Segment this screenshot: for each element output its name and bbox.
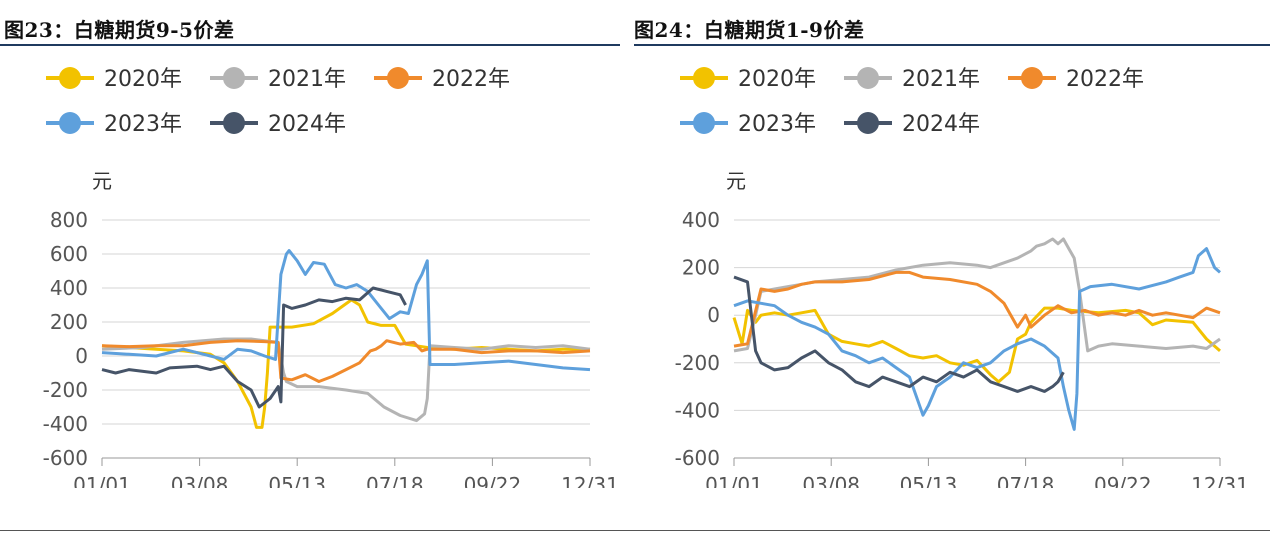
legend-marker <box>387 67 409 89</box>
y-tick-label: -600 <box>675 446 720 470</box>
series-line-2020年 <box>101 298 590 429</box>
y-tick-label: -200 <box>43 378 88 402</box>
y-tick-label: 200 <box>682 256 720 280</box>
legend-marker <box>223 112 245 134</box>
y-axis-unit: 元 <box>92 169 112 193</box>
legend-marker <box>59 67 81 89</box>
series-line-2021年 <box>101 337 591 423</box>
legend-marker <box>59 112 81 134</box>
y-tick-label: 0 <box>707 303 720 327</box>
legend-label: 2022年 <box>1066 67 1144 92</box>
series-line-2024年 <box>101 286 407 409</box>
legend-label: 2023年 <box>738 112 816 137</box>
y-tick-label: 800 <box>50 208 88 232</box>
series-line-2022年 <box>101 339 591 383</box>
bottom-rule <box>0 530 1270 531</box>
x-tick-label: 03/08 <box>802 473 860 488</box>
legend-item: 2023年 <box>46 112 182 137</box>
legend-label: 2024年 <box>902 112 980 137</box>
y-tick-label: 200 <box>50 310 88 334</box>
x-tick-label: 05/13 <box>900 473 958 488</box>
series-line-2023年 <box>101 249 591 372</box>
y-tick-label: 600 <box>50 242 88 266</box>
legend-label: 2024年 <box>268 112 346 137</box>
series-line-2023年 <box>733 247 1221 431</box>
legend-marker <box>1021 67 1043 89</box>
legend-item: 2021年 <box>844 67 980 92</box>
legend-marker <box>223 67 245 89</box>
x-tick-label: 07/18 <box>997 473 1055 488</box>
legend-marker <box>693 67 715 89</box>
x-tick-label: 09/22 <box>464 473 522 488</box>
y-axis-unit: 元 <box>726 169 746 193</box>
x-tick-label: 07/18 <box>366 473 424 488</box>
figure-title-1: 图23：白糖期货9-5价差 <box>4 18 235 42</box>
legend-item: 2020年 <box>680 67 816 92</box>
y-tick-label: 0 <box>75 344 88 368</box>
x-tick-label: 12/31 <box>561 473 619 488</box>
y-tick-label: -600 <box>43 446 88 470</box>
x-tick-label: 01/01 <box>73 473 131 488</box>
legend-marker <box>693 112 715 134</box>
x-tick-label: 09/22 <box>1094 473 1152 488</box>
y-tick-label: -400 <box>43 412 88 436</box>
y-tick-label: -200 <box>675 351 720 375</box>
series-line-2024年 <box>733 275 1065 393</box>
legend-label: 2021年 <box>902 67 980 92</box>
legend-label: 2021年 <box>268 67 346 92</box>
legend-label: 2023年 <box>104 112 182 137</box>
legend-label: 2022年 <box>432 67 510 92</box>
legend-item: 2024年 <box>844 112 980 137</box>
x-tick-label: 03/08 <box>171 473 229 488</box>
x-tick-label: 05/13 <box>268 473 326 488</box>
series-line-2021年 <box>733 237 1221 353</box>
x-tick-label: 01/01 <box>705 473 763 488</box>
figure-title-2: 图24：白糖期货1-9价差 <box>634 18 865 42</box>
y-tick-label: 400 <box>50 276 88 300</box>
series-line-2022年 <box>733 270 1221 348</box>
legend-item: 2022年 <box>374 67 510 92</box>
title-rule-2 <box>634 44 1270 46</box>
title-rule-1 <box>0 44 620 46</box>
legend-item: 2024年 <box>210 112 346 137</box>
legend-label: 2020年 <box>738 67 816 92</box>
legend-marker <box>857 112 879 134</box>
legend-marker <box>857 67 879 89</box>
legend-item: 2020年 <box>46 67 182 92</box>
y-tick-label: 400 <box>682 208 720 232</box>
legend-item: 2021年 <box>210 67 346 92</box>
legend-label: 2020年 <box>104 67 182 92</box>
legend-item: 2022年 <box>1008 67 1144 92</box>
legend-item: 2023年 <box>680 112 816 137</box>
y-tick-label: -400 <box>675 398 720 422</box>
x-tick-label: 12/31 <box>1191 473 1249 488</box>
